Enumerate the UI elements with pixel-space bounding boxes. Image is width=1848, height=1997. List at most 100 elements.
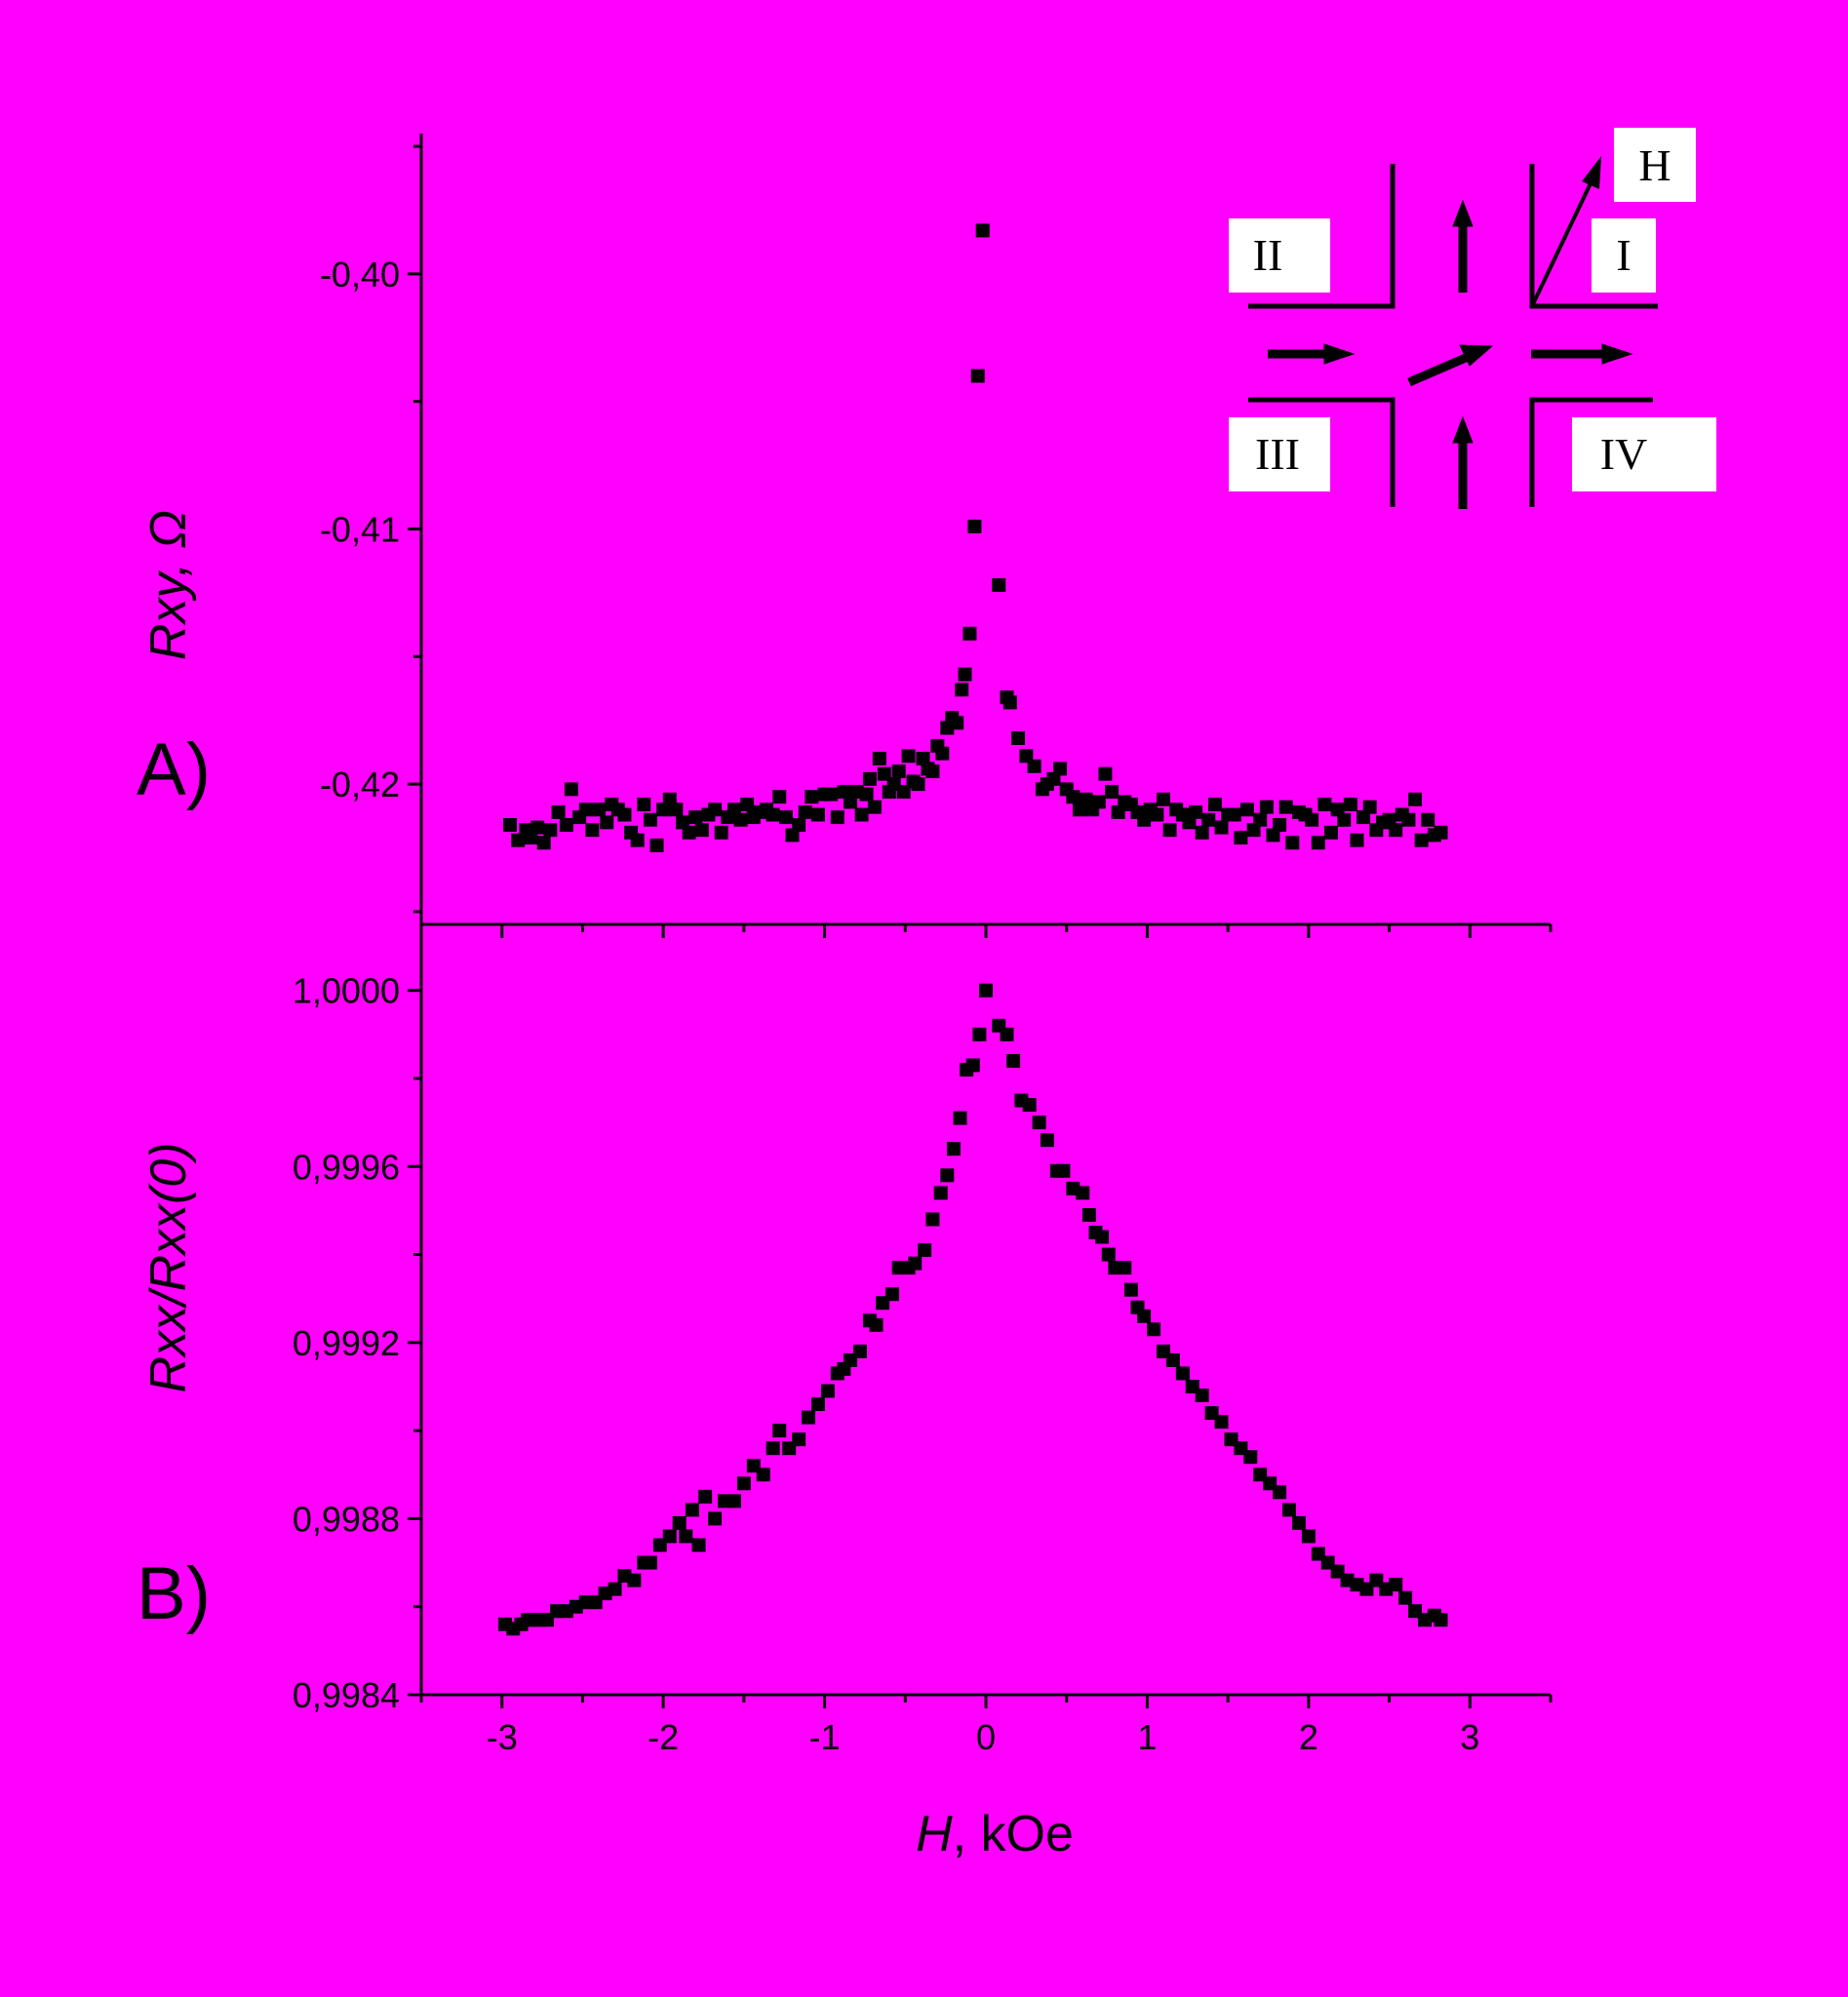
panel-b-data-point (1137, 1309, 1152, 1323)
panel-a-data-point (682, 825, 696, 840)
panel-b-data-point (1389, 1578, 1403, 1592)
panel-b-data-point (662, 1529, 677, 1544)
panel-a-data-point (536, 836, 551, 850)
panel-b-data-point (766, 1441, 780, 1456)
inset-line-top-left (1248, 164, 1396, 309)
panel-b-data-point (852, 1344, 867, 1358)
panel-a-data-point (992, 578, 1006, 593)
panel-a-y-tick-label: -0,42 (320, 764, 400, 804)
panel-a-data-point (901, 749, 916, 764)
panel-a-data-point (805, 790, 819, 804)
panel-a-data-point (1305, 812, 1319, 827)
x-tick-label: 0 (976, 1717, 996, 1757)
panel-a-data-point (1324, 825, 1339, 840)
panel-b-data-point (627, 1573, 642, 1587)
panel-a-data-point (694, 823, 709, 838)
panel-b-data-point (965, 1058, 980, 1073)
panel-a-data-point (708, 803, 723, 817)
x-tick-label: -3 (487, 1717, 518, 1757)
geometry-inset: II I III IV H (1229, 128, 1716, 509)
x-tick-label: -1 (809, 1717, 841, 1757)
panel-a-data-point (1362, 800, 1377, 814)
panel-a-y-tick-label: -0,40 (320, 255, 400, 294)
panel-b-data-point (643, 1555, 657, 1570)
panel-b-data-point (1101, 1247, 1116, 1262)
inset-arrows (1268, 199, 1633, 509)
panel-b-data-point (1398, 1590, 1413, 1605)
inset-label-iv: IV (1600, 429, 1648, 479)
panel-b-data-point (820, 1384, 835, 1398)
panel-a-data-point (740, 798, 755, 812)
panel-a-data-point (1259, 800, 1274, 814)
panel-b-data-point (1032, 1116, 1046, 1130)
panel-b-data-point (1434, 1613, 1448, 1627)
panel-b-data-point (972, 1027, 987, 1041)
panel-a-data-point (1239, 803, 1254, 817)
panel-a-data-point (925, 764, 940, 779)
panel-b-data-point (933, 1186, 948, 1200)
panel-b-data-point (1006, 1053, 1021, 1068)
panel-a-data-point (1234, 831, 1248, 845)
panel-a-data-point (950, 716, 964, 730)
panel-a-data-point (564, 782, 578, 797)
panel-a-data-point (1162, 823, 1177, 838)
panel-a-data-point (1285, 836, 1300, 850)
panel-a-data-point (970, 369, 985, 383)
panel-a-data-point (1343, 798, 1357, 812)
panel-b-data-point (869, 1317, 884, 1332)
panel-a-data-point (649, 838, 664, 852)
panel-a-data-point (1253, 812, 1268, 827)
panel-a-data-point (1227, 807, 1241, 822)
panel-b-data-point (1076, 1186, 1090, 1200)
panel-a-data-point (669, 803, 684, 817)
panel-a-data-point (1207, 798, 1222, 812)
panel-a-data-point (824, 787, 839, 802)
arrow-up-bottom-icon (1452, 415, 1474, 509)
inset-label-i: I (1616, 230, 1631, 280)
panel-a-data-point (591, 803, 606, 817)
panel-a-data-point (551, 804, 566, 819)
panel-a-data-point (585, 823, 600, 838)
panel-b-data-point (792, 1432, 806, 1447)
panel-a-y-axis-title: Rxy, Ω (140, 510, 197, 660)
panel-b-data-point (1022, 1098, 1037, 1113)
panel-b-data-point (1000, 1027, 1014, 1041)
panel-a-data-point (543, 823, 558, 838)
panel-b-data-point (940, 1168, 955, 1183)
panel-a-data-point (1011, 731, 1026, 746)
x-tick-label: 1 (1137, 1717, 1157, 1757)
panel-a-data-point (1317, 798, 1332, 812)
x-axis-title-variable: H (916, 1806, 953, 1862)
panel-b-label: B) (137, 1552, 211, 1635)
panel-a-data-point (872, 751, 886, 765)
panel-b-y-tick-label: 1,0000 (293, 971, 400, 1011)
panel-a-data-point (891, 764, 906, 779)
panel-a-data-point (531, 820, 545, 835)
panel-b-y-tick-label: 0,9984 (293, 1675, 400, 1715)
panel-b-data-point (1165, 1352, 1180, 1367)
panel-b-y-tick-label: 0,9992 (293, 1323, 400, 1363)
panel-a-data-point (1066, 790, 1081, 804)
panel-b-data-point (1301, 1529, 1316, 1544)
panel-b-data-point (953, 1111, 967, 1125)
inset-line-bottom-right (1529, 397, 1653, 507)
panel-a-label: A) (137, 728, 211, 811)
panel-a-data-point (963, 626, 977, 641)
panel-a-data-point (935, 746, 950, 761)
panel-b-data-point (1123, 1282, 1138, 1297)
panel-a-data-point (958, 667, 972, 682)
panel-b-data-point (698, 1489, 713, 1504)
panel-a-data-point (578, 803, 593, 817)
panel-a-data-point (1195, 825, 1209, 840)
panel-a-data-point (766, 807, 780, 822)
panel-a-data-point (1027, 759, 1042, 773)
panel-a-data-point (778, 810, 793, 825)
panel-b-data-point (1081, 1207, 1096, 1222)
panel-a-data-point (1214, 820, 1229, 835)
panel-b-data-point (691, 1538, 706, 1552)
field-arrow-h-icon (1530, 156, 1601, 307)
panel-a-data-point (854, 807, 869, 822)
panel-b-data-point (946, 1142, 961, 1156)
inset-label-iv-box (1572, 417, 1716, 491)
panel-a-data-point (1150, 807, 1164, 822)
